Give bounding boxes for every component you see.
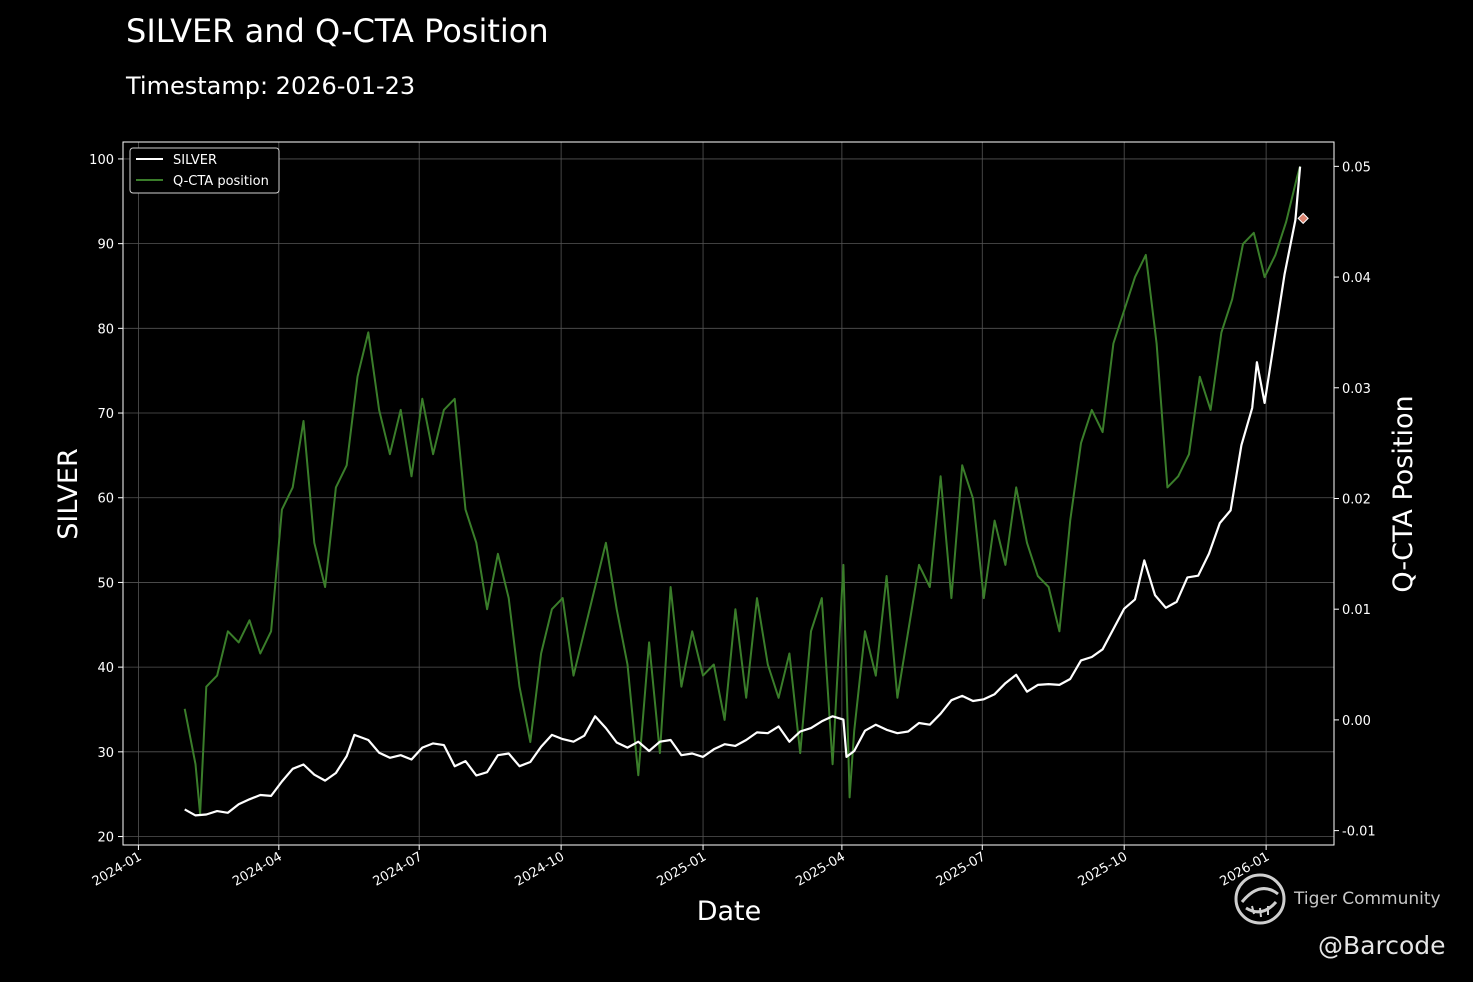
x-tick-label: 2024-01 xyxy=(90,849,145,889)
series-line-silver xyxy=(184,166,1302,817)
legend-label-qcta: Q-CTA position xyxy=(173,174,269,189)
plot-background xyxy=(123,142,1334,845)
x-tick-label: 2024-10 xyxy=(513,849,568,889)
latest-position-marker xyxy=(1297,212,1309,225)
y2-axis-title: Q-CTA Position xyxy=(1388,395,1419,592)
x-tick-label: 2024-04 xyxy=(230,849,285,889)
y2-tick-label: 0.05 xyxy=(1342,160,1371,175)
x-tick-label: 2025-07 xyxy=(934,849,989,889)
plot-frame xyxy=(122,141,1335,846)
x-tick-label: 2024-07 xyxy=(371,849,426,889)
y2-tick-label: -0.01 xyxy=(1342,825,1376,840)
legend-label-silver: SILVER xyxy=(173,153,217,168)
y2-tick-label: 0.04 xyxy=(1342,271,1371,286)
x-tick-label: 2025-04 xyxy=(793,849,848,889)
watermark-handle: @Barcode xyxy=(1318,931,1446,960)
y-tick-label: 20 xyxy=(97,831,114,846)
y-tick-label: 50 xyxy=(97,576,114,591)
y2-tick-label: 0.02 xyxy=(1342,492,1371,507)
y-tick-label: 30 xyxy=(97,746,114,761)
chart-title: SILVER and Q-CTA Position xyxy=(126,12,549,50)
x-tick-label: 2025-01 xyxy=(654,849,709,889)
y2-tick-label: 0.01 xyxy=(1342,603,1371,618)
y-tick-label: 60 xyxy=(97,492,114,507)
x-tick-label: 2025-10 xyxy=(1076,849,1131,889)
series-line-qcta xyxy=(183,166,1302,815)
y2-tick-label: 0.03 xyxy=(1342,382,1371,397)
series-layer xyxy=(183,166,1309,817)
legend: SILVER Q-CTA position xyxy=(129,147,280,194)
x-axis-title: Date xyxy=(697,896,762,927)
y-tick-label: 90 xyxy=(97,238,114,253)
watermark-brand: Tiger Community xyxy=(1294,889,1441,909)
y-tick-label: 40 xyxy=(97,661,114,676)
legend-box xyxy=(129,147,280,194)
y2-tick-label: 0.00 xyxy=(1342,714,1371,729)
y-tick-label: 70 xyxy=(97,407,114,422)
y-tick-label: 80 xyxy=(97,322,114,337)
y-tick-label: 100 xyxy=(89,153,114,168)
grid-layer xyxy=(123,142,1334,845)
tiger-logo-icon xyxy=(1234,873,1286,925)
chart-subtitle: Timestamp: 2026-01-23 xyxy=(126,72,416,100)
y-axis-title: SILVER xyxy=(53,448,84,539)
